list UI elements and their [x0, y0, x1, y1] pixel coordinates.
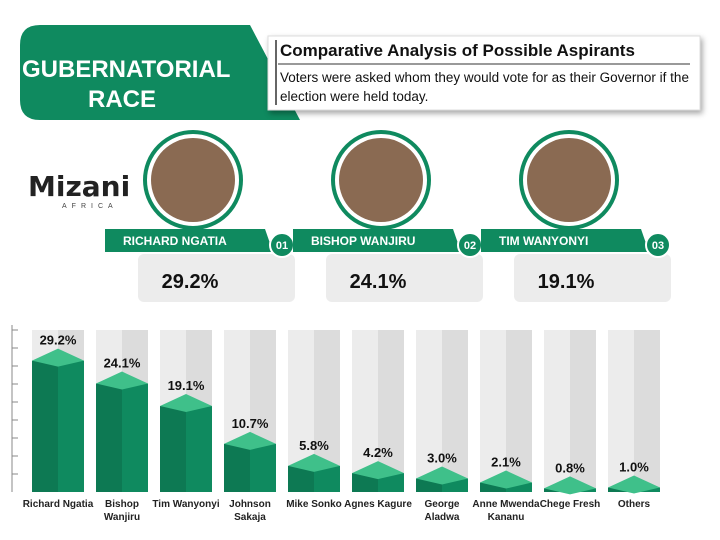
bar-shade [160, 406, 186, 492]
candidate-name: TIM WANYONYI [499, 234, 588, 248]
bar [352, 473, 404, 492]
x-tick-label: Chege Fresh [539, 499, 601, 510]
rank: 03 [652, 240, 664, 252]
bar-shade [224, 443, 250, 492]
bar [32, 360, 84, 492]
column-bg [608, 330, 634, 492]
bar-shade [32, 360, 58, 492]
candidate-name: BISHOP WANJIRU [311, 234, 415, 248]
name-tab [105, 229, 273, 252]
candidate-percent: 24.1% [350, 271, 407, 293]
bar-shade [352, 473, 378, 492]
x-tick-label: Bishop Wanjiru [103, 499, 141, 523]
bar [160, 406, 212, 492]
x-tick-label: Richard Ngatia [22, 499, 94, 510]
card [326, 254, 483, 302]
x-tick-label: Others [617, 499, 651, 510]
banner-shape [20, 25, 300, 120]
bar [96, 383, 148, 492]
x-tick-label: Agnes Kagure [344, 499, 412, 510]
column-bg [480, 330, 506, 492]
bar [416, 478, 468, 492]
subtitle: Voters were asked whom they would vote f… [280, 70, 689, 104]
card [514, 254, 671, 302]
value-label: 5.8% [299, 438, 329, 453]
value-label: 10.7% [232, 416, 269, 431]
bar [224, 443, 276, 492]
bar-top [608, 475, 660, 494]
column-bg [544, 330, 570, 492]
title-box [267, 35, 701, 111]
x-tick-label: Anne Mwenda Kananu [472, 499, 540, 523]
value-label: 0.8% [555, 460, 585, 475]
value-label: 3.0% [427, 451, 457, 466]
column-bg [570, 330, 596, 492]
value-label: 2.1% [491, 455, 521, 470]
bar-top [352, 461, 404, 480]
photo [151, 138, 235, 222]
bar-top [480, 470, 532, 489]
candidate-percent: 19.1% [538, 271, 595, 293]
value-label: 24.1% [104, 356, 141, 371]
bar-top [224, 431, 276, 450]
value-label: 1.0% [619, 460, 649, 475]
card [138, 254, 295, 302]
bar-shade [480, 482, 506, 492]
title: Comparative Analysis of Possible Aspiran… [280, 41, 635, 60]
rank-badge [645, 232, 671, 258]
value-label: 4.2% [363, 445, 393, 460]
name-tab [293, 229, 461, 252]
axis-ticks [12, 329, 18, 475]
x-tick-label: George Aladwa [424, 499, 460, 523]
column-bg [634, 330, 660, 492]
bar-top [96, 371, 148, 390]
candidate-name: RICHARD NGATIA [123, 234, 227, 248]
bar-top [416, 466, 468, 485]
photo [339, 138, 423, 222]
value-label: 19.1% [168, 378, 205, 393]
logo-name: Mizani [28, 170, 131, 203]
column-bg [442, 330, 468, 492]
logo-tagline: AFRICA [62, 203, 118, 210]
value-label: 29.2% [40, 333, 77, 348]
bar-top [544, 476, 596, 495]
rank: 02 [464, 240, 476, 252]
bar-shade [96, 383, 122, 492]
column-bg [416, 330, 442, 492]
x-tick-label: Tim Wanyonyi [152, 499, 220, 510]
bar-top [160, 394, 212, 413]
x-tick-label: Johnson Sakaja [229, 499, 271, 523]
name-tab [481, 229, 649, 252]
candidate-percent: 29.2% [162, 271, 219, 293]
x-tick-label: Mike Sonko [286, 499, 342, 510]
bar-top [32, 348, 84, 367]
photo [527, 138, 611, 222]
banner-text: GUBERNATORIAL RACE [22, 56, 231, 113]
bar-top [288, 453, 340, 472]
rank: 01 [276, 240, 288, 252]
column-bg [506, 330, 532, 492]
